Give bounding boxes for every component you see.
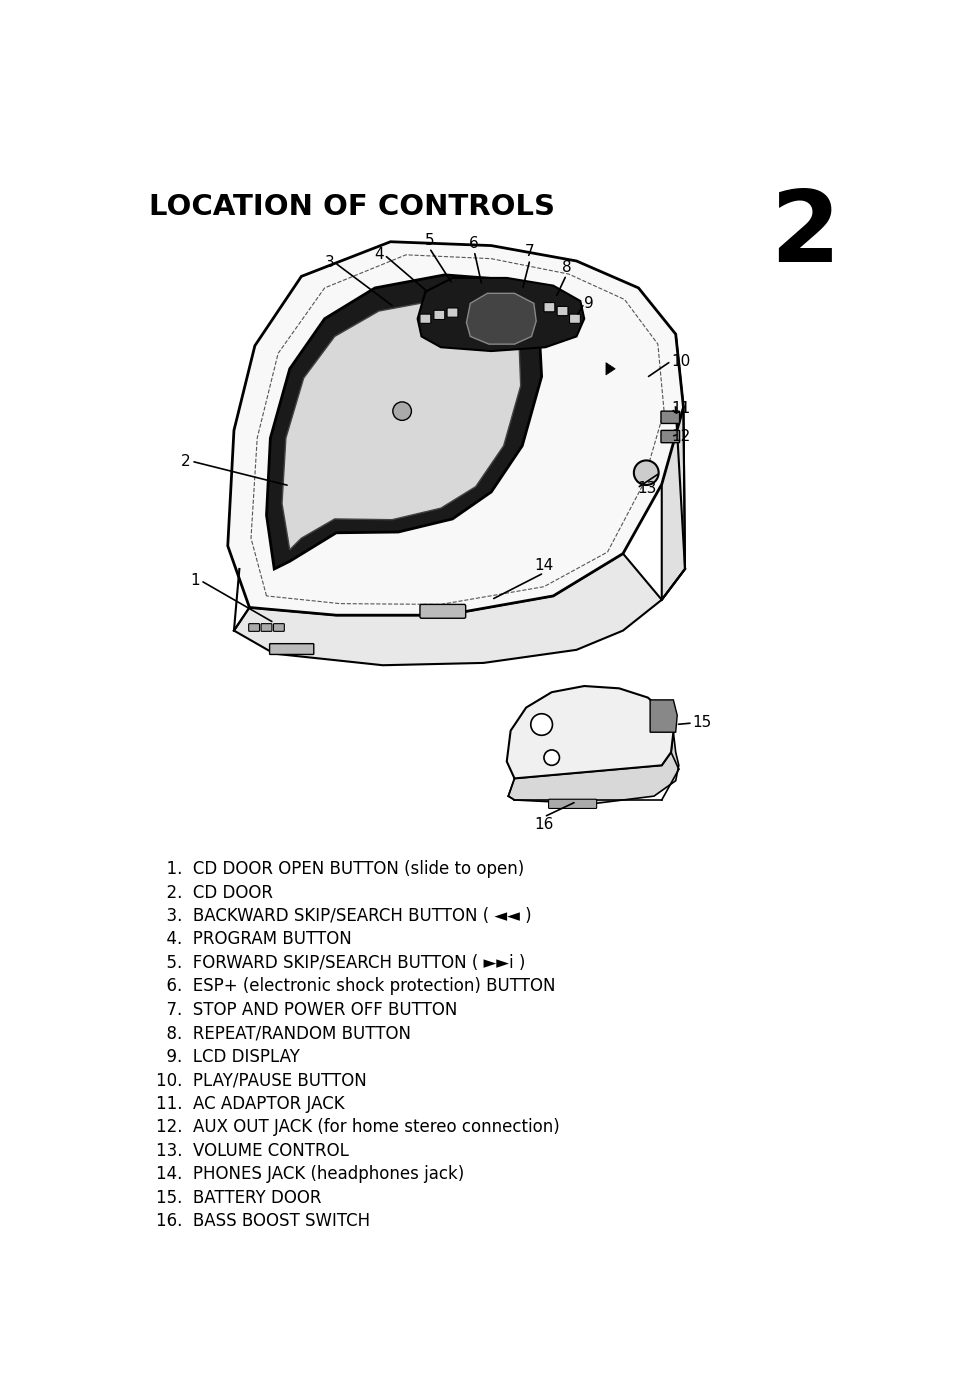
- FancyBboxPatch shape: [660, 411, 679, 423]
- Polygon shape: [466, 294, 536, 344]
- FancyBboxPatch shape: [569, 315, 579, 323]
- FancyBboxPatch shape: [660, 430, 679, 443]
- Circle shape: [530, 714, 552, 735]
- Text: 4: 4: [375, 248, 384, 262]
- FancyBboxPatch shape: [419, 604, 465, 618]
- FancyBboxPatch shape: [557, 306, 567, 316]
- Text: 5: 5: [424, 232, 434, 248]
- Polygon shape: [605, 363, 615, 374]
- Text: 10: 10: [670, 354, 690, 369]
- Text: 13.  VOLUME CONTROL: 13. VOLUME CONTROL: [156, 1141, 349, 1160]
- Polygon shape: [417, 278, 583, 351]
- Polygon shape: [506, 686, 673, 778]
- Polygon shape: [233, 554, 661, 665]
- Text: 3: 3: [325, 255, 335, 270]
- Circle shape: [543, 750, 558, 766]
- Text: 6.  ESP+ (electronic shock protection) BUTTON: 6. ESP+ (electronic shock protection) BU…: [156, 977, 556, 995]
- Text: 4.  PROGRAM BUTTON: 4. PROGRAM BUTTON: [156, 930, 352, 948]
- Text: 2.  CD DOOR: 2. CD DOOR: [156, 884, 274, 902]
- Text: 15: 15: [692, 715, 711, 731]
- Text: 9: 9: [583, 296, 594, 310]
- FancyBboxPatch shape: [270, 643, 314, 654]
- Polygon shape: [649, 700, 677, 732]
- Polygon shape: [508, 732, 679, 803]
- Text: 12.  AUX OUT JACK (for home stereo connection): 12. AUX OUT JACK (for home stereo connec…: [156, 1118, 559, 1136]
- FancyBboxPatch shape: [419, 315, 431, 323]
- Text: 8: 8: [561, 260, 571, 274]
- FancyBboxPatch shape: [249, 624, 259, 632]
- Text: 8.  REPEAT/RANDOM BUTTON: 8. REPEAT/RANDOM BUTTON: [156, 1025, 411, 1043]
- Text: 13: 13: [637, 480, 656, 496]
- Text: 7: 7: [525, 245, 535, 259]
- Text: 6: 6: [469, 237, 478, 251]
- Text: 7.  STOP AND POWER OFF BUTTON: 7. STOP AND POWER OFF BUTTON: [156, 1001, 457, 1019]
- Text: 3.  BACKWARD SKIP/SEARCH BUTTON ( ◄◄ ): 3. BACKWARD SKIP/SEARCH BUTTON ( ◄◄ ): [156, 908, 532, 926]
- Polygon shape: [661, 334, 684, 600]
- Text: 16: 16: [534, 817, 553, 832]
- Circle shape: [393, 402, 411, 420]
- FancyBboxPatch shape: [548, 799, 596, 809]
- Text: 1: 1: [191, 574, 200, 587]
- Text: 2: 2: [181, 454, 191, 469]
- Polygon shape: [282, 299, 520, 550]
- Text: 5.  FORWARD SKIP/SEARCH BUTTON ( ►►i ): 5. FORWARD SKIP/SEARCH BUTTON ( ►►i ): [156, 954, 525, 972]
- FancyBboxPatch shape: [274, 624, 284, 632]
- Polygon shape: [266, 274, 541, 569]
- FancyBboxPatch shape: [447, 308, 457, 317]
- Text: 14: 14: [534, 558, 553, 574]
- Text: LOCATION OF CONTROLS: LOCATION OF CONTROLS: [149, 193, 554, 221]
- FancyBboxPatch shape: [434, 310, 444, 320]
- FancyBboxPatch shape: [261, 624, 272, 632]
- Text: 15.  BATTERY DOOR: 15. BATTERY DOOR: [156, 1189, 321, 1207]
- FancyBboxPatch shape: [543, 302, 555, 312]
- Text: 9.  LCD DISPLAY: 9. LCD DISPLAY: [156, 1048, 300, 1066]
- Polygon shape: [228, 242, 682, 615]
- Text: 11.  AC ADAPTOR JACK: 11. AC ADAPTOR JACK: [156, 1096, 345, 1112]
- Text: 11: 11: [670, 401, 690, 416]
- Circle shape: [633, 461, 658, 484]
- Text: 2: 2: [770, 185, 840, 283]
- Text: 12: 12: [670, 429, 690, 444]
- Text: 16.  BASS BOOST SWITCH: 16. BASS BOOST SWITCH: [156, 1212, 370, 1231]
- Text: 1.  CD DOOR OPEN BUTTON (slide to open): 1. CD DOOR OPEN BUTTON (slide to open): [156, 860, 524, 878]
- Text: 10.  PLAY/PAUSE BUTTON: 10. PLAY/PAUSE BUTTON: [156, 1072, 367, 1090]
- Text: 14.  PHONES JACK (headphones jack): 14. PHONES JACK (headphones jack): [156, 1165, 464, 1183]
